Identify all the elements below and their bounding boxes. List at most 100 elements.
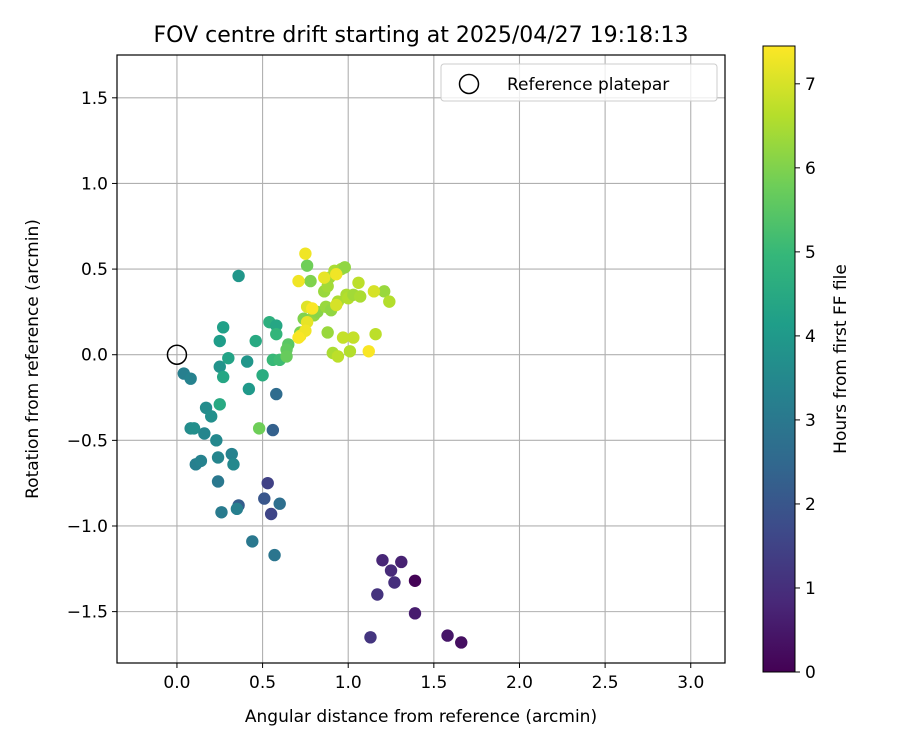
data-point bbox=[213, 398, 226, 411]
data-point bbox=[194, 454, 208, 468]
data-point bbox=[299, 247, 312, 260]
data-point bbox=[268, 548, 281, 562]
data-point bbox=[211, 475, 225, 488]
data-point bbox=[292, 274, 305, 288]
data-point bbox=[321, 326, 334, 339]
y-axis-ticks: −1.5 −1.0 −0.5 0.0 0.5 1.0 1.5 bbox=[67, 89, 117, 623]
grid bbox=[117, 55, 725, 663]
data-point bbox=[306, 302, 319, 315]
data-point bbox=[249, 334, 262, 348]
data-point bbox=[261, 476, 274, 490]
data-point bbox=[304, 274, 317, 288]
legend-entry: Reference platepar bbox=[507, 75, 669, 95]
y-tick-label: −1.0 bbox=[67, 517, 108, 537]
data-point bbox=[270, 327, 283, 341]
data-point bbox=[362, 345, 375, 358]
data-point bbox=[216, 370, 230, 384]
data-point bbox=[364, 631, 377, 644]
data-point bbox=[408, 574, 422, 587]
data-point bbox=[242, 382, 256, 396]
data-point bbox=[383, 295, 396, 308]
data-point bbox=[338, 261, 351, 274]
data-point bbox=[384, 564, 398, 577]
data-point bbox=[204, 410, 218, 423]
data-point bbox=[216, 321, 230, 334]
data-point bbox=[227, 458, 240, 471]
data-point bbox=[210, 434, 223, 447]
data-point bbox=[264, 507, 278, 521]
colorbar-tick-label: 0 bbox=[805, 663, 816, 683]
colorbar-ticks: 0 1 2 3 4 5 6 7 bbox=[795, 75, 816, 683]
reference-platepar-marker bbox=[166, 344, 188, 365]
data-point bbox=[330, 298, 343, 312]
data-point bbox=[354, 290, 367, 303]
x-tick-label: 2.0 bbox=[506, 673, 533, 693]
data-point bbox=[318, 271, 331, 284]
data-point bbox=[258, 492, 271, 505]
data-point bbox=[252, 422, 266, 435]
x-tick-label: 1.5 bbox=[420, 673, 447, 693]
data-point bbox=[213, 334, 226, 348]
data-point bbox=[352, 276, 365, 289]
x-tick-label: 2.5 bbox=[592, 673, 619, 693]
y-tick-label: 1.5 bbox=[81, 89, 108, 109]
scatter-points bbox=[177, 247, 468, 649]
data-point bbox=[184, 372, 197, 385]
x-tick-label: 3.0 bbox=[677, 673, 704, 693]
data-point bbox=[280, 350, 293, 363]
data-point bbox=[215, 506, 228, 519]
data-point bbox=[395, 555, 408, 569]
data-point bbox=[376, 554, 389, 567]
colorbar-tick-label: 2 bbox=[805, 495, 816, 515]
legend: Reference platepar bbox=[440, 63, 718, 102]
colorbar-tick-label: 7 bbox=[805, 75, 816, 95]
data-point bbox=[225, 447, 238, 461]
legend-box bbox=[440, 63, 718, 102]
data-point bbox=[331, 350, 345, 363]
y-tick-label: 0.5 bbox=[81, 260, 108, 280]
y-tick-label: 0.0 bbox=[81, 346, 108, 366]
x-axis-label: Angular distance from reference (arcmin) bbox=[245, 707, 597, 727]
data-point bbox=[213, 360, 226, 373]
x-tick-label: 0.0 bbox=[163, 673, 190, 693]
x-axis-ticks: 0.0 0.5 1.0 1.5 2.0 2.5 3.0 bbox=[163, 663, 704, 693]
chart-title: FOV centre drift starting at 2025/04/27 … bbox=[154, 23, 689, 48]
colorbar-tick-label: 5 bbox=[805, 243, 816, 263]
y-axis-label: Rotation from reference (arcmin) bbox=[23, 219, 43, 499]
data-point bbox=[270, 319, 283, 332]
data-point bbox=[211, 451, 225, 464]
data-point bbox=[270, 387, 283, 401]
data-point bbox=[377, 285, 391, 298]
legend-marker-icon bbox=[458, 73, 480, 95]
data-point bbox=[367, 285, 381, 298]
data-point bbox=[240, 355, 254, 368]
data-point bbox=[273, 497, 286, 510]
data-point bbox=[300, 259, 314, 272]
data-point bbox=[347, 331, 360, 344]
y-tick-label: −1.5 bbox=[67, 603, 108, 623]
colorbar-tick-label: 4 bbox=[805, 327, 816, 347]
colorbar-gradient bbox=[762, 45, 796, 673]
data-point bbox=[330, 268, 343, 281]
data-point bbox=[441, 629, 454, 642]
x-tick-label: 1.0 bbox=[335, 673, 362, 693]
data-point bbox=[292, 331, 305, 344]
reference-marker-layer bbox=[166, 344, 188, 365]
data-point bbox=[222, 351, 235, 365]
data-point bbox=[336, 331, 350, 344]
data-point bbox=[266, 423, 280, 437]
data-point bbox=[230, 502, 244, 516]
data-point bbox=[343, 345, 357, 358]
data-point bbox=[388, 576, 401, 589]
data-point bbox=[408, 607, 422, 620]
data-point bbox=[256, 369, 269, 382]
data-point bbox=[369, 327, 382, 341]
plot-frame bbox=[116, 54, 726, 664]
y-tick-label: −0.5 bbox=[67, 431, 108, 451]
colorbar-tick-label: 1 bbox=[805, 579, 816, 599]
y-tick-label: 1.0 bbox=[81, 174, 108, 194]
data-point bbox=[371, 588, 384, 601]
data-point bbox=[232, 269, 245, 283]
x-tick-label: 0.5 bbox=[249, 673, 276, 693]
